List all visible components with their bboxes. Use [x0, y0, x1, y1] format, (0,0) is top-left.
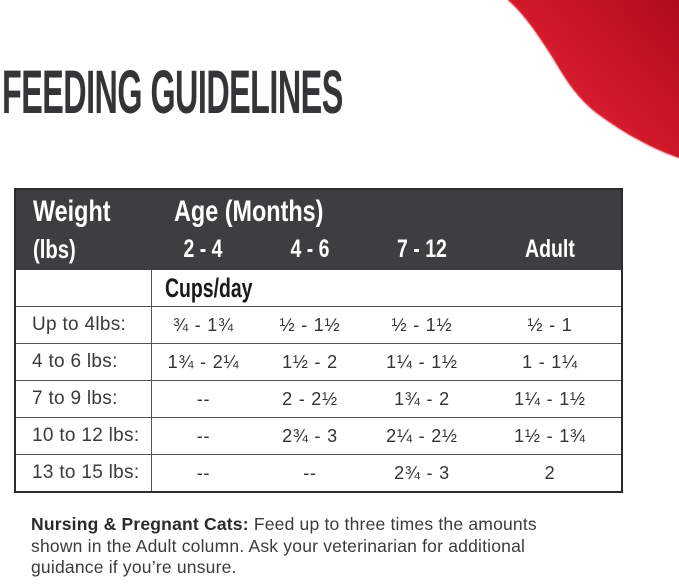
amount-cell: -- — [196, 388, 211, 409]
table-row: 13 to 15 lbs: -- -- 2¾ - 3 2 — [16, 454, 621, 491]
age-col-adult: Adult — [525, 234, 575, 263]
cups-per-day-label: Cups/day — [165, 272, 253, 303]
amount-cell: -- — [196, 425, 211, 446]
amount-cell: 1¾ - 2¼ — [167, 351, 240, 372]
amount-cell: -- — [196, 462, 211, 483]
age-col-4-6: 4 - 6 — [290, 234, 330, 263]
footnote-body-text: Feed up to three times the amounts shown… — [31, 514, 537, 577]
amount-cell: ½ - 1½ — [391, 314, 453, 335]
units-row-empty-cell — [16, 270, 152, 306]
amount-cell: 1¼ - 1½ — [514, 388, 586, 409]
amount-cell: 2¾ - 3 — [394, 462, 450, 483]
table-row: 10 to 12 lbs: -- 2¾ - 3 2¼ - 2½ 1½ - 1¾ — [16, 417, 621, 454]
weight-range-label: 4 to 6 lbs: — [16, 344, 152, 380]
amount-cell: 2 - 2½ — [282, 388, 338, 409]
age-col-2-4: 2 - 4 — [183, 234, 224, 263]
page-title-text: FEEDING GUIDELINES — [2, 58, 343, 126]
table-header: Weight (lbs) Age (Months) 2 - 4 4 - 6 7 … — [16, 190, 621, 270]
amount-cell: ½ - 1½ — [279, 314, 341, 335]
nursing-pregnant-footnote: Nursing & Pregnant Cats: Feed up to thre… — [31, 514, 583, 579]
amount-cell: 2¼ - 2½ — [386, 425, 458, 446]
amount-cell: 2¾ - 3 — [282, 425, 338, 446]
amount-cell: ¾ - 1¾ — [173, 314, 234, 335]
amount-cell: 1 - 1¼ — [522, 351, 578, 372]
weight-column-header: Weight — [33, 195, 111, 228]
weight-range-label: 13 to 15 lbs: — [16, 455, 152, 491]
age-months-header: Age (Months) — [174, 195, 324, 228]
amount-cell: 1½ - 1¾ — [514, 425, 586, 446]
amount-cell: 2 — [544, 462, 556, 483]
weight-range-label: 10 to 12 lbs: — [16, 418, 152, 454]
amount-cell: 1¼ - 1½ — [386, 351, 458, 372]
feeding-table: Weight (lbs) Age (Months) 2 - 4 4 - 6 7 … — [14, 188, 623, 493]
weight-range-label: 7 to 9 lbs: — [16, 381, 152, 417]
amount-cell: 1½ - 2 — [282, 351, 338, 372]
age-column-labels: 2 - 4 4 - 6 7 - 12 Adult — [152, 232, 621, 266]
table-row: 4 to 6 lbs: 1¾ - 2¼ 1½ - 2 1¼ - 1½ 1 - 1… — [16, 343, 621, 380]
age-col-7-12: 7 - 12 — [397, 234, 447, 263]
weight-range-label: Up to 4lbs: — [16, 307, 152, 343]
units-row: Cups/day — [16, 270, 621, 306]
amount-cell: 1¾ - 2 — [394, 388, 450, 409]
table-row: Up to 4lbs: ¾ - 1¾ ½ - 1½ ½ - 1½ ½ - 1 — [16, 306, 621, 343]
amount-cell: ½ - 1 — [527, 314, 573, 335]
page-title: FEEDING GUIDELINES — [2, 62, 645, 123]
footnote-lead-in: Nursing & Pregnant Cats: — [31, 514, 249, 534]
table-row: 7 to 9 lbs: -- 2 - 2½ 1¾ - 2 1¼ - 1½ — [16, 380, 621, 417]
weight-unit-header: (lbs) — [33, 234, 76, 264]
units-cell: Cups/day — [152, 270, 621, 306]
amount-cell: -- — [303, 462, 317, 483]
